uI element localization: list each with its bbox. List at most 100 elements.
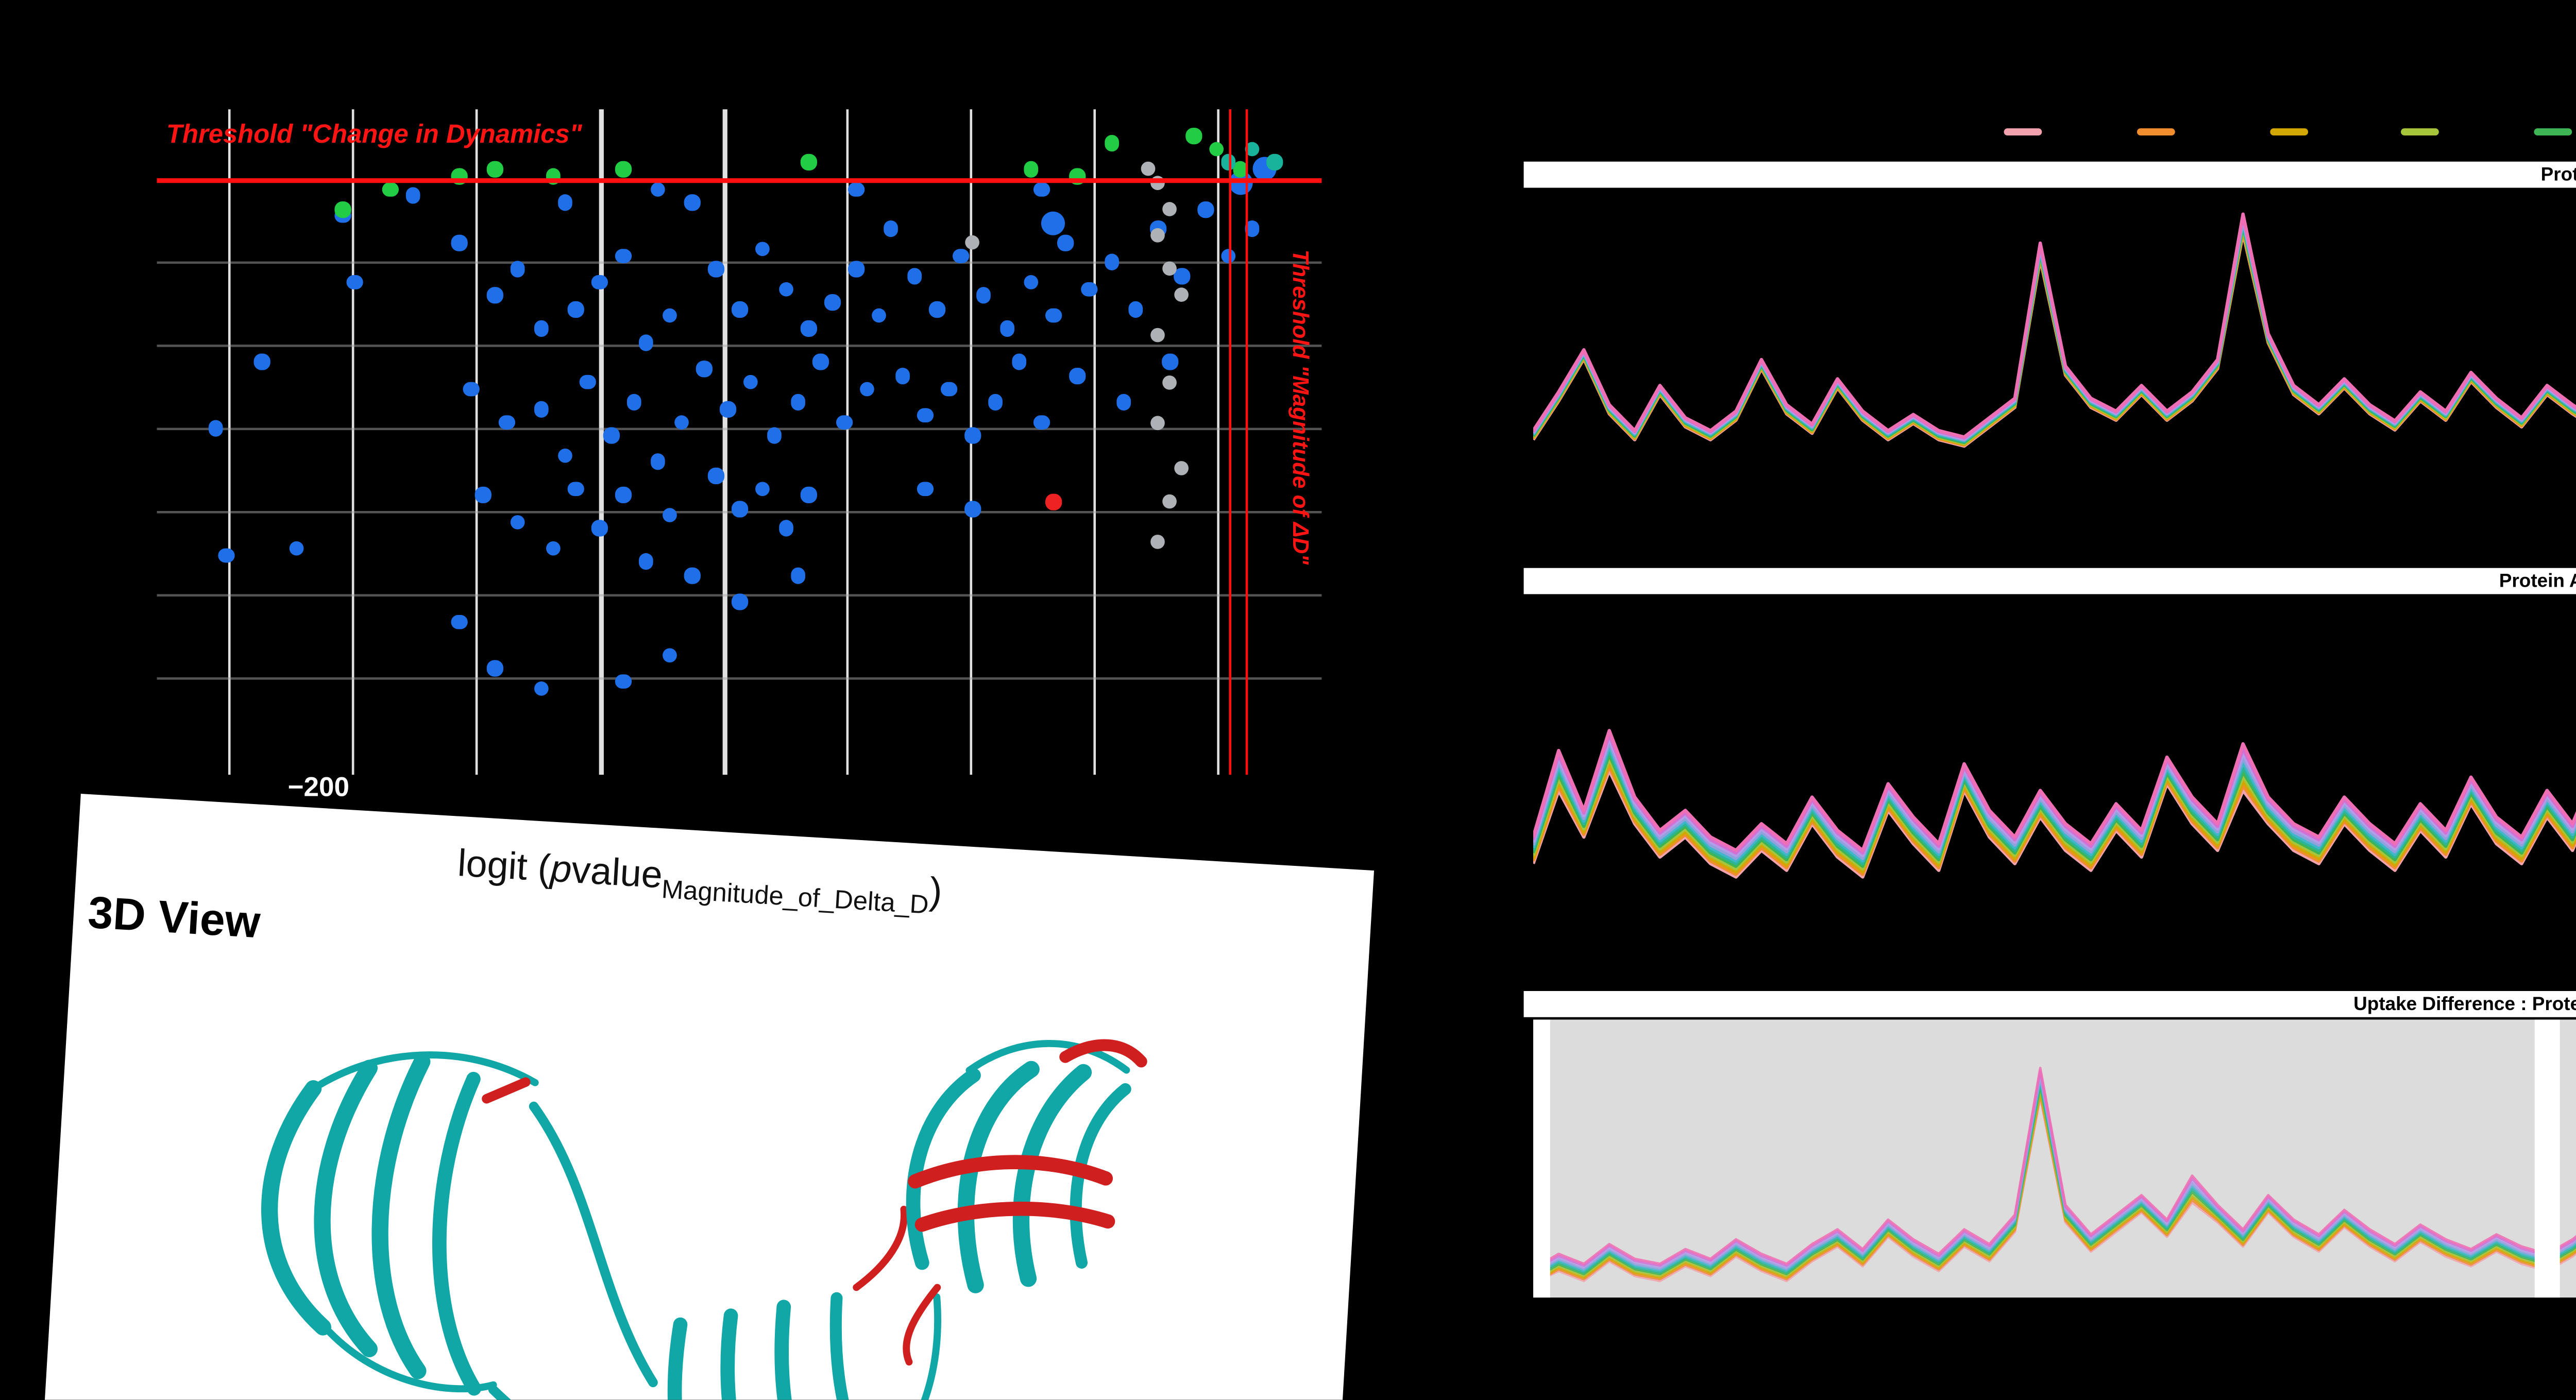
- volcano-point-blue[interactable]: [219, 547, 235, 563]
- volcano-point-blue[interactable]: [731, 501, 747, 517]
- volcano-point-blue[interactable]: [755, 481, 771, 497]
- volcano-point-green[interactable]: [1185, 128, 1201, 144]
- volcano-point-blue[interactable]: [848, 261, 863, 277]
- volcano-point-blue[interactable]: [545, 540, 561, 556]
- volcano-point-blue[interactable]: [568, 301, 584, 317]
- volcano-point-blue[interactable]: [510, 261, 526, 277]
- volcano-point-blue[interactable]: [650, 181, 666, 197]
- volcano-point-blue-big[interactable]: [1042, 210, 1066, 234]
- volcano-point-blue[interactable]: [289, 540, 304, 556]
- volcano-point-gray[interactable]: [1151, 535, 1166, 549]
- volcano-point-blue[interactable]: [1081, 281, 1097, 297]
- volcano-point-blue[interactable]: [556, 195, 572, 211]
- volcano-point-blue[interactable]: [871, 308, 887, 323]
- volcano-point-blue[interactable]: [591, 275, 607, 291]
- volcano-point-blue[interactable]: [673, 414, 689, 430]
- volcano-point-blue[interactable]: [650, 454, 666, 470]
- volcano-point-gray[interactable]: [1140, 162, 1155, 177]
- volcano-point-gray[interactable]: [1151, 175, 1166, 190]
- volcano-point-teal[interactable]: [1267, 155, 1283, 170]
- volcano-point-blue[interactable]: [789, 567, 805, 583]
- volcano-point-blue[interactable]: [662, 308, 677, 323]
- volcano-point-blue[interactable]: [778, 281, 794, 297]
- volcano-point-blue[interactable]: [929, 301, 945, 317]
- volcano-point-blue[interactable]: [906, 268, 922, 284]
- volcano-point-blue[interactable]: [638, 334, 654, 350]
- volcano-point-blue[interactable]: [615, 487, 631, 503]
- legend-timepoint-swatch[interactable]: [2136, 127, 2175, 136]
- volcano-point-blue[interactable]: [591, 521, 607, 537]
- volcano-point-green[interactable]: [382, 181, 398, 197]
- uptake-difference-chart[interactable]: [1533, 1019, 2576, 1298]
- volcano-point-blue[interactable]: [1197, 201, 1213, 217]
- volcano-point-blue[interactable]: [568, 481, 584, 497]
- volcano-point-blue[interactable]: [662, 507, 677, 523]
- volcano-point-green[interactable]: [801, 155, 817, 170]
- volcano-point-blue[interactable]: [964, 501, 980, 517]
- legend-timepoint-swatch[interactable]: [2401, 127, 2440, 136]
- volcano-point-green[interactable]: [1104, 134, 1120, 150]
- volcano-point-blue[interactable]: [789, 394, 805, 410]
- legend-timepoint-swatch[interactable]: [2269, 127, 2308, 136]
- volcano-point-blue[interactable]: [941, 381, 957, 397]
- volcano-point-gray[interactable]: [1163, 202, 1178, 216]
- volcano-point-red[interactable]: [1046, 494, 1062, 510]
- volcano-point-blue[interactable]: [662, 647, 677, 663]
- volcano-point-green[interactable]: [615, 161, 631, 177]
- volcano-point-blue[interactable]: [452, 234, 468, 250]
- volcano-point-blue[interactable]: [1115, 394, 1131, 410]
- volcano-point-blue[interactable]: [755, 241, 771, 257]
- volcano-point-blue[interactable]: [801, 487, 817, 503]
- volcano-point-blue[interactable]: [510, 514, 526, 530]
- volcano-point-blue[interactable]: [498, 414, 514, 430]
- volcano-point-blue[interactable]: [1104, 254, 1120, 270]
- volcano-point-gray[interactable]: [1151, 415, 1166, 430]
- volcano-point-blue[interactable]: [615, 248, 631, 264]
- volcano-point-blue[interactable]: [731, 594, 747, 610]
- 3d-view-panel[interactable]: logit (pvalueMagnitude_of_Delta_D) 3D Vi…: [37, 794, 1375, 1400]
- volcano-point-green[interactable]: [1023, 161, 1039, 177]
- volcano-point-blue[interactable]: [580, 374, 596, 390]
- volcano-point-blue[interactable]: [487, 660, 503, 676]
- volcano-point-green[interactable]: [1209, 141, 1225, 157]
- legend-timepoint-swatch[interactable]: [2004, 127, 2042, 136]
- volcano-point-blue[interactable]: [1127, 301, 1143, 317]
- volcano-point-blue[interactable]: [533, 401, 549, 417]
- volcano-point-blue[interactable]: [988, 394, 1004, 410]
- volcano-point-blue[interactable]: [405, 188, 421, 204]
- volcano-point-blue[interactable]: [1034, 414, 1050, 430]
- volcano-point-blue[interactable]: [347, 275, 363, 291]
- volcano-point-blue[interactable]: [976, 287, 992, 303]
- volcano-point-blue[interactable]: [848, 181, 863, 197]
- volcano-point-blue[interactable]: [1046, 308, 1062, 323]
- volcano-point-blue[interactable]: [253, 354, 269, 370]
- volcano-point-blue[interactable]: [533, 680, 549, 696]
- volcano-point-blue[interactable]: [207, 421, 223, 437]
- volcano-point-gray[interactable]: [1175, 461, 1189, 476]
- volcano-point-gray[interactable]: [1151, 228, 1166, 243]
- volcano-point-blue[interactable]: [824, 294, 840, 310]
- volcano-point-blue[interactable]: [813, 354, 829, 370]
- volcano-point-gray[interactable]: [1163, 375, 1178, 389]
- volcano-point-blue[interactable]: [626, 394, 642, 410]
- volcano-point-blue[interactable]: [778, 521, 794, 537]
- volcano-point-blue[interactable]: [1162, 354, 1178, 370]
- volcano-point-blue[interactable]: [766, 428, 782, 443]
- volcano-point-gray[interactable]: [1151, 328, 1166, 343]
- volcano-point-blue[interactable]: [918, 481, 934, 497]
- volcano-point-blue[interactable]: [1034, 181, 1050, 197]
- volcano-point-blue[interactable]: [894, 368, 910, 383]
- volcano-point-blue[interactable]: [1011, 354, 1027, 370]
- volcano-point-blue[interactable]: [836, 414, 852, 430]
- volcano-point-blue[interactable]: [463, 381, 479, 397]
- volcano-point-blue[interactable]: [603, 428, 619, 443]
- volcano-point-blue[interactable]: [918, 407, 934, 423]
- volcano-point-blue[interactable]: [1023, 275, 1039, 291]
- volcano-point-blue[interactable]: [720, 401, 736, 417]
- volcano-point-gray[interactable]: [1175, 288, 1189, 303]
- volcano-point-blue[interactable]: [638, 554, 654, 570]
- volcano-point-blue[interactable]: [708, 467, 724, 483]
- volcano-point-blue[interactable]: [883, 221, 899, 237]
- volcano-point-blue[interactable]: [685, 195, 701, 211]
- volcano-point-blue[interactable]: [475, 487, 491, 503]
